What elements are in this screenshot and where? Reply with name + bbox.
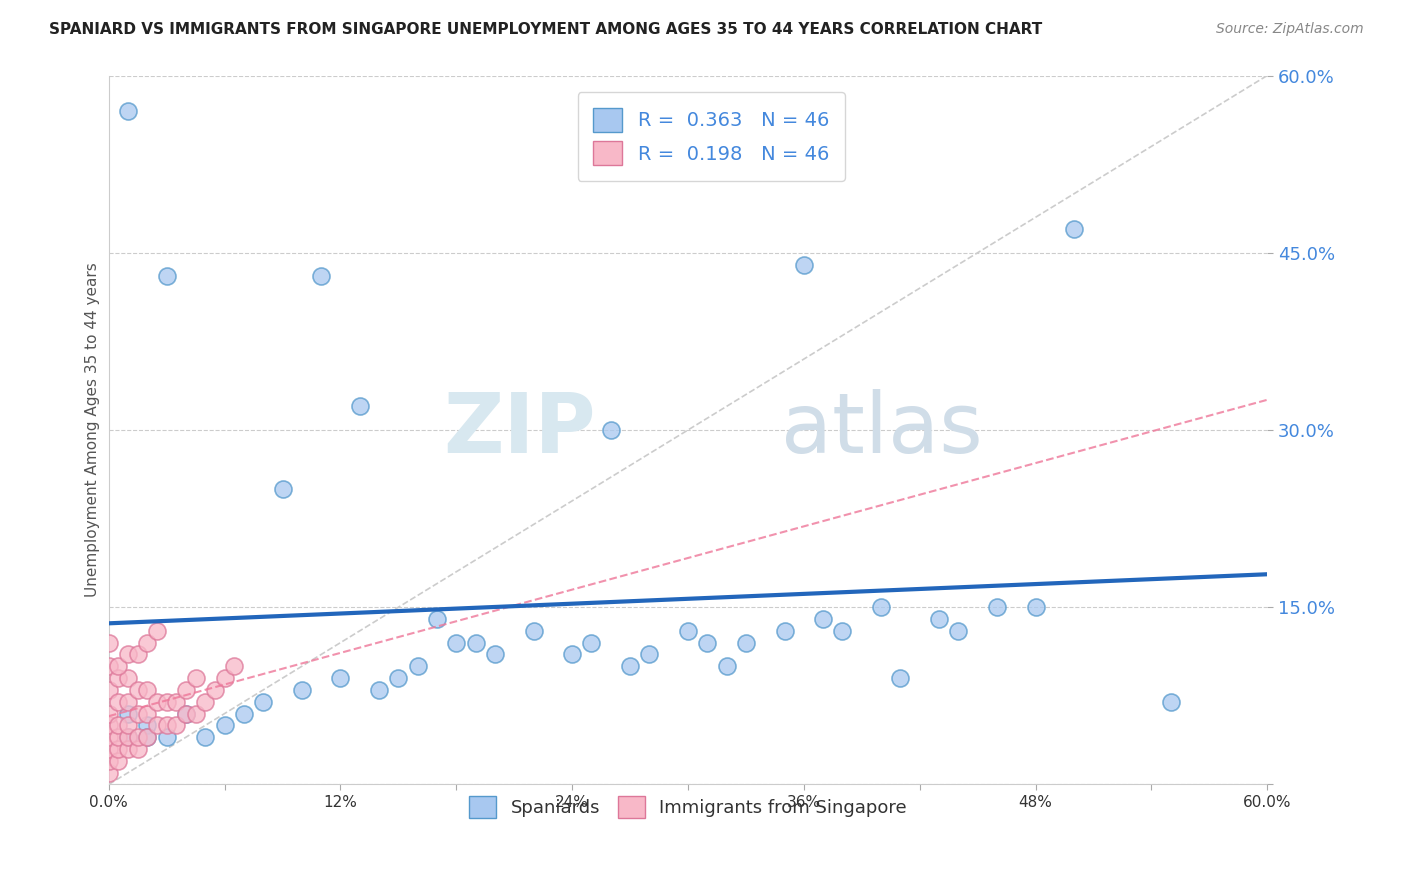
Point (117, 103, 139, 118)
Point (676, 624, 699, 638)
Point (174, 682, 197, 697)
Point (870, 600, 893, 615)
Point (97, 765, 120, 780)
Point (146, 624, 169, 638)
Point (214, 671, 236, 685)
Point (107, 659, 129, 673)
Text: SPANIARD VS IMMIGRANTS FROM SINGAPORE UNEMPLOYMENT AMONG AGES 35 TO 44 YEARS COR: SPANIARD VS IMMIGRANTS FROM SINGAPORE UN… (49, 22, 1042, 37)
Point (232, 706, 254, 721)
Point (127, 706, 149, 721)
Point (387, 671, 409, 685)
Point (107, 754, 129, 768)
Point (107, 695, 129, 709)
Point (716, 659, 738, 673)
Point (127, 742, 149, 756)
Point (773, 624, 796, 638)
Point (97, 718, 120, 732)
Point (986, 600, 1008, 615)
Point (107, 671, 129, 685)
Point (224, 659, 246, 673)
Point (97, 730, 120, 744)
Point (117, 730, 139, 744)
Point (156, 730, 179, 744)
Y-axis label: Unemployment Among Ages 35 to 44 years: Unemployment Among Ages 35 to 44 years (86, 262, 100, 598)
Point (1025, 600, 1047, 615)
Point (484, 648, 506, 662)
Point (446, 635, 468, 649)
Point (204, 682, 226, 697)
Point (638, 648, 661, 662)
Point (271, 482, 294, 496)
Point (522, 624, 544, 638)
Point (136, 718, 159, 732)
Point (174, 706, 197, 721)
Point (97, 659, 120, 673)
Point (184, 671, 207, 685)
Point (107, 718, 129, 732)
Point (117, 706, 139, 721)
Point (156, 695, 179, 709)
Point (97, 742, 120, 756)
Point (136, 682, 159, 697)
Point (811, 612, 834, 626)
Text: atlas: atlas (780, 390, 983, 470)
Point (889, 671, 911, 685)
Text: ZIP: ZIP (443, 390, 595, 470)
Point (107, 742, 129, 756)
Point (619, 659, 641, 673)
Point (793, 258, 815, 272)
Point (581, 635, 603, 649)
Point (291, 682, 314, 697)
Point (117, 730, 139, 744)
Point (97, 754, 120, 768)
Point (948, 624, 970, 638)
Point (146, 718, 169, 732)
Point (599, 423, 621, 437)
Point (127, 648, 149, 662)
Point (426, 612, 449, 626)
Point (561, 648, 583, 662)
Point (127, 730, 149, 744)
Point (146, 695, 169, 709)
Point (165, 718, 187, 732)
Point (136, 706, 159, 721)
Point (464, 635, 486, 649)
Point (1063, 222, 1085, 236)
Point (136, 730, 159, 744)
Point (136, 730, 159, 744)
Point (831, 624, 853, 638)
Point (309, 269, 332, 284)
Point (165, 695, 187, 709)
Point (127, 682, 149, 697)
Point (194, 695, 217, 709)
Point (735, 635, 758, 649)
Point (117, 648, 139, 662)
Text: Source: ZipAtlas.com: Source: ZipAtlas.com (1216, 22, 1364, 37)
Point (97, 635, 120, 649)
Point (174, 706, 197, 721)
Point (156, 718, 179, 732)
Point (97, 706, 120, 721)
Point (117, 671, 139, 685)
Point (156, 269, 179, 284)
Point (252, 695, 274, 709)
Point (117, 695, 139, 709)
Point (117, 718, 139, 732)
Point (696, 635, 718, 649)
Point (97, 682, 120, 697)
Point (928, 612, 950, 626)
Point (1160, 695, 1182, 709)
Point (184, 706, 207, 721)
Point (368, 682, 391, 697)
Point (194, 730, 217, 744)
Point (329, 671, 352, 685)
Point (107, 730, 129, 744)
Point (406, 659, 429, 673)
Point (136, 635, 159, 649)
Point (117, 742, 139, 756)
Point (349, 400, 371, 414)
Point (214, 718, 236, 732)
Legend: Spaniards, Immigrants from Singapore: Spaniards, Immigrants from Singapore (461, 789, 914, 825)
